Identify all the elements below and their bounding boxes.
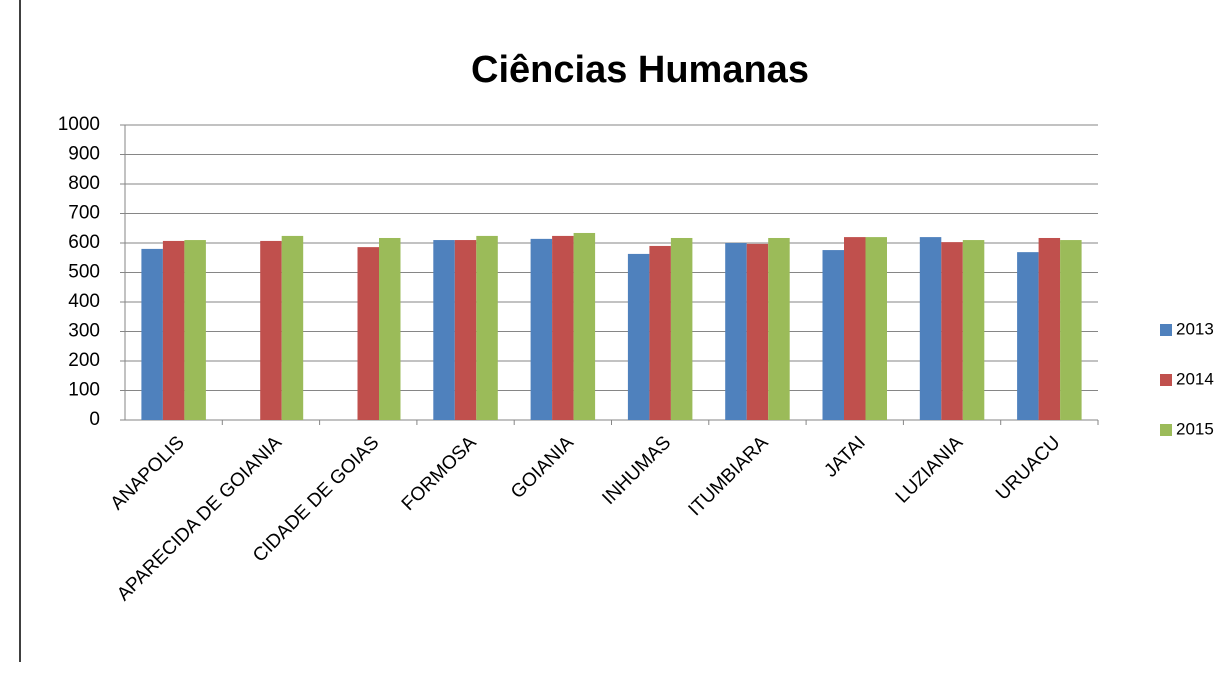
bar (552, 235, 574, 420)
x-tick-label: APARECIDA DE GOIANIA (113, 432, 286, 605)
y-tick-label: 400 (68, 291, 100, 312)
bar (454, 240, 477, 420)
y-tick-label: 500 (68, 262, 100, 283)
bar (822, 250, 844, 420)
bar (476, 235, 498, 420)
bar (746, 243, 769, 420)
bar (379, 237, 401, 420)
x-tick-label: GOIANIA (507, 432, 578, 503)
legend-label: 2015 (1176, 419, 1214, 438)
legend-label: 2013 (1176, 319, 1214, 338)
x-tick-label: LUZIANIA (892, 432, 968, 508)
bar (433, 240, 455, 420)
chart-title: Ciências Humanas (471, 49, 809, 91)
y-tick-label: 600 (68, 232, 100, 253)
bar (162, 240, 185, 420)
legend-swatch (1160, 374, 1172, 386)
y-tick-label: 100 (68, 380, 100, 401)
x-tick-label: ANAPOLIS (107, 432, 189, 514)
y-tick-label: 1000 (58, 114, 100, 135)
bar (141, 248, 163, 420)
bar (260, 240, 282, 420)
y-tick-label: 0 (89, 409, 100, 430)
bar (670, 237, 693, 420)
bar (530, 238, 553, 420)
x-tick-label: URUACU (992, 432, 1064, 504)
x-tick-label: INHUMAS (598, 432, 675, 509)
bar (627, 253, 650, 420)
bar (725, 243, 747, 420)
legend-swatch (1160, 324, 1172, 336)
x-tick-label: JATAI (820, 432, 869, 481)
legend-label: 2014 (1176, 369, 1214, 388)
y-tick-label: 300 (68, 321, 100, 342)
legend-swatch (1160, 424, 1172, 436)
bar (573, 232, 596, 420)
bar (962, 240, 985, 420)
y-tick-label: 900 (68, 144, 100, 165)
bar (1017, 252, 1039, 420)
y-tick-label: 700 (68, 203, 100, 224)
y-tick-label: 200 (68, 350, 100, 371)
bar (919, 237, 942, 420)
bar (844, 237, 866, 420)
bar (649, 245, 671, 420)
x-tick-label: FORMOSA (398, 432, 481, 515)
y-tick-label: 800 (68, 173, 100, 194)
bar (941, 242, 963, 420)
bar (357, 247, 379, 420)
bar (768, 237, 790, 420)
bar (1060, 240, 1082, 420)
bar (1038, 237, 1061, 420)
bar (865, 237, 887, 420)
x-tick-label: ITUMBIARA (685, 432, 773, 520)
bar (184, 240, 206, 420)
bar (281, 235, 304, 420)
